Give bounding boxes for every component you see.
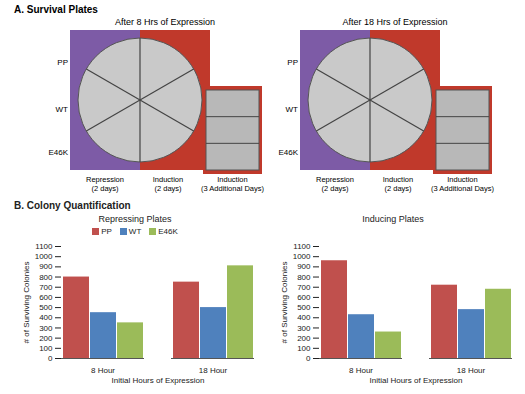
svg-text:PP: PP <box>57 58 68 67</box>
svg-text:900: 900 <box>39 262 53 271</box>
svg-text:200: 200 <box>297 334 311 343</box>
svg-text:A. Survival Plates: A. Survival Plates <box>14 4 98 15</box>
svg-text:18 Hour: 18 Hour <box>457 366 486 375</box>
svg-text:# of Surviving Colonies: # of Surviving Colonies <box>22 262 31 344</box>
html-text:B. Colony Quantification: B. Colony Quantification <box>14 200 131 211</box>
svg-text:300: 300 <box>39 324 53 333</box>
svg-text:700: 700 <box>39 283 53 292</box>
svg-text:1100: 1100 <box>293 242 311 251</box>
svg-text:Induction(2 days): Induction(2 days) <box>383 175 413 193</box>
svg-text:600: 600 <box>297 293 311 302</box>
svg-text:800: 800 <box>39 273 53 282</box>
svg-text:Induction(2 days): Induction(2 days) <box>153 175 183 193</box>
html-text:PP: PP <box>101 227 112 236</box>
svg-text:900: 900 <box>297 262 311 271</box>
svg-text:Induction(3 Additional Days): Induction(3 Additional Days) <box>201 175 264 193</box>
svg-text:E46K: E46K <box>48 148 68 157</box>
svg-text:Induction(3 Additional Days): Induction(3 Additional Days) <box>431 175 494 193</box>
svg-text:18 Hour: 18 Hour <box>199 366 228 375</box>
svg-text:300: 300 <box>297 324 311 333</box>
svg-text:400: 400 <box>297 313 311 322</box>
svg-text:200: 200 <box>39 334 53 343</box>
svg-text:700: 700 <box>297 283 311 292</box>
svg-text:# of Surviving Colonies: # of Surviving Colonies <box>280 262 289 344</box>
svg-text:WT: WT <box>56 105 69 114</box>
html-text:Inducing Plates: Inducing Plates <box>362 214 424 224</box>
svg-text:400: 400 <box>39 313 53 322</box>
svg-text:After 18 Hrs of Expression: After 18 Hrs of Expression <box>342 17 447 27</box>
html-text:E46K: E46K <box>158 227 178 236</box>
svg-text:500: 500 <box>39 303 53 312</box>
svg-text:8 Hour: 8 Hour <box>91 366 115 375</box>
svg-text:PP: PP <box>287 58 298 67</box>
svg-text:1000: 1000 <box>35 252 53 261</box>
svg-text:600: 600 <box>39 293 53 302</box>
html-text:Repressing Plates: Repressing Plates <box>98 214 172 224</box>
svg-text:E46K: E46K <box>278 148 298 157</box>
svg-text:Initial Hours of Expression: Initial Hours of Expression <box>112 376 205 385</box>
svg-text:1100: 1100 <box>35 242 53 251</box>
svg-text:0: 0 <box>48 354 53 363</box>
svg-text:0: 0 <box>306 354 311 363</box>
svg-text:After 8 Hrs of Expression: After 8 Hrs of Expression <box>115 17 215 27</box>
svg-text:Repression(2 days): Repression(2 days) <box>86 175 124 193</box>
svg-text:8 Hour: 8 Hour <box>349 366 373 375</box>
svg-text:100: 100 <box>39 344 53 353</box>
svg-text:1000: 1000 <box>293 252 311 261</box>
svg-text:100: 100 <box>297 344 311 353</box>
svg-text:Initial Hours of Expression: Initial Hours of Expression <box>370 376 463 385</box>
svg-text:WT: WT <box>286 105 299 114</box>
svg-text:500: 500 <box>297 303 311 312</box>
svg-text:Repression(2 days): Repression(2 days) <box>316 175 354 193</box>
html-text:WT: WT <box>128 227 142 236</box>
svg-text:800: 800 <box>297 273 311 282</box>
